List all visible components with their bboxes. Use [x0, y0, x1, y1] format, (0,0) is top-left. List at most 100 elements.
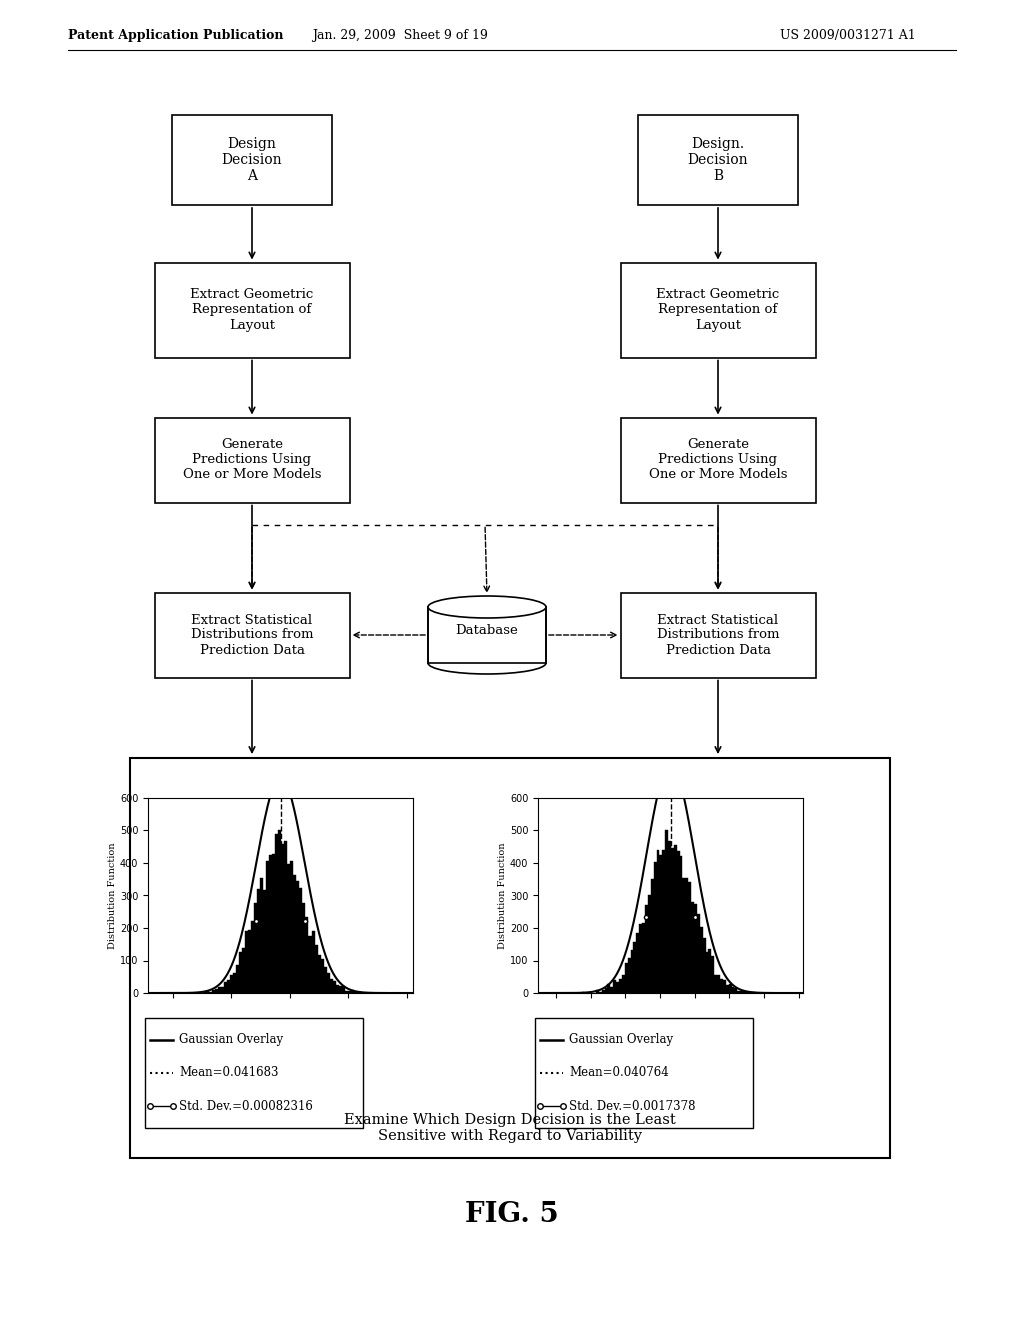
Bar — [743, 991, 745, 993]
Bar — [232, 973, 236, 993]
Bar — [666, 830, 668, 993]
Bar — [223, 982, 226, 993]
Bar — [677, 851, 680, 993]
Bar — [628, 958, 631, 993]
Bar — [688, 882, 691, 993]
Bar — [653, 862, 656, 993]
Bar — [155, 593, 349, 677]
Bar — [345, 991, 348, 993]
Y-axis label: Distribution Function: Distribution Function — [498, 842, 507, 949]
Bar — [685, 878, 688, 993]
Bar — [212, 990, 215, 993]
Bar — [302, 903, 305, 993]
Bar — [428, 607, 546, 663]
Bar — [324, 966, 327, 993]
Bar — [621, 263, 815, 358]
Bar — [305, 916, 308, 993]
Bar — [596, 990, 599, 993]
Bar — [221, 987, 223, 993]
Bar — [602, 990, 604, 993]
Bar — [215, 989, 218, 993]
Bar — [263, 890, 266, 993]
Bar — [272, 854, 275, 993]
Bar — [668, 841, 671, 993]
Bar — [330, 978, 333, 993]
Text: Mean=0.041683: Mean=0.041683 — [179, 1067, 279, 1080]
Bar — [638, 115, 798, 205]
Bar — [631, 950, 634, 993]
Bar — [285, 841, 288, 993]
Bar — [239, 952, 242, 993]
Bar — [299, 887, 302, 993]
Bar — [620, 979, 622, 993]
Text: Design.
Decision
B: Design. Decision B — [688, 137, 749, 183]
Bar — [336, 985, 339, 993]
Text: Gaussian Overlay: Gaussian Overlay — [569, 1034, 673, 1047]
Bar — [706, 952, 709, 993]
Text: Patent Application Publication: Patent Application Publication — [68, 29, 284, 42]
Bar — [723, 979, 726, 993]
Bar — [709, 949, 712, 993]
Bar — [674, 845, 677, 993]
Bar — [650, 879, 653, 993]
Bar — [229, 975, 232, 993]
Bar — [218, 987, 221, 993]
Text: Design
Decision
A: Design Decision A — [221, 137, 283, 183]
Bar — [717, 974, 720, 993]
Ellipse shape — [428, 597, 546, 618]
Text: Jan. 29, 2009  Sheet 9 of 19: Jan. 29, 2009 Sheet 9 of 19 — [312, 29, 488, 42]
Bar — [621, 593, 815, 677]
Bar — [671, 849, 674, 993]
Bar — [731, 987, 734, 993]
Bar — [712, 956, 714, 993]
Text: Extract Statistical
Distributions from
Prediction Data: Extract Statistical Distributions from P… — [190, 614, 313, 656]
Bar — [729, 983, 731, 993]
Bar — [236, 965, 239, 993]
Bar — [616, 982, 620, 993]
Bar — [714, 974, 717, 993]
Bar — [145, 1018, 362, 1129]
Text: FIG. 5: FIG. 5 — [465, 1201, 559, 1229]
Bar — [269, 855, 272, 993]
Text: Generate
Predictions Using
One or More Models: Generate Predictions Using One or More M… — [649, 438, 787, 482]
Bar — [634, 942, 636, 993]
Bar — [702, 939, 706, 993]
Bar — [257, 890, 260, 993]
Text: Database: Database — [456, 624, 518, 638]
Bar — [275, 834, 279, 993]
Bar — [737, 991, 740, 993]
Bar — [155, 263, 349, 358]
Bar — [645, 904, 648, 993]
Bar — [293, 875, 296, 993]
Text: US 2009/0031271 A1: US 2009/0031271 A1 — [780, 29, 915, 42]
Bar — [155, 417, 349, 503]
Bar — [172, 115, 332, 205]
Bar — [251, 921, 254, 993]
Bar — [245, 932, 248, 993]
Y-axis label: Distribution Function: Distribution Function — [108, 842, 117, 949]
Text: Gaussian Overlay: Gaussian Overlay — [179, 1034, 283, 1047]
Bar — [682, 878, 685, 993]
Bar — [321, 958, 324, 993]
Bar — [317, 956, 321, 993]
Text: Mean=0.040764: Mean=0.040764 — [569, 1067, 669, 1080]
Bar — [248, 931, 251, 993]
Bar — [291, 862, 293, 993]
Bar — [339, 986, 342, 993]
Bar — [209, 991, 212, 993]
Bar — [621, 417, 815, 503]
Bar — [296, 880, 299, 993]
Bar — [740, 991, 743, 993]
Bar — [694, 904, 697, 993]
Bar — [639, 924, 642, 993]
Bar — [659, 855, 663, 993]
Bar — [327, 973, 330, 993]
Bar — [734, 987, 737, 993]
Bar — [206, 991, 209, 993]
Bar — [242, 948, 245, 993]
Text: Extract Statistical
Distributions from
Prediction Data: Extract Statistical Distributions from P… — [656, 614, 779, 656]
Bar — [351, 990, 354, 993]
Bar — [282, 843, 285, 993]
Bar — [607, 983, 610, 993]
Bar — [720, 979, 723, 993]
